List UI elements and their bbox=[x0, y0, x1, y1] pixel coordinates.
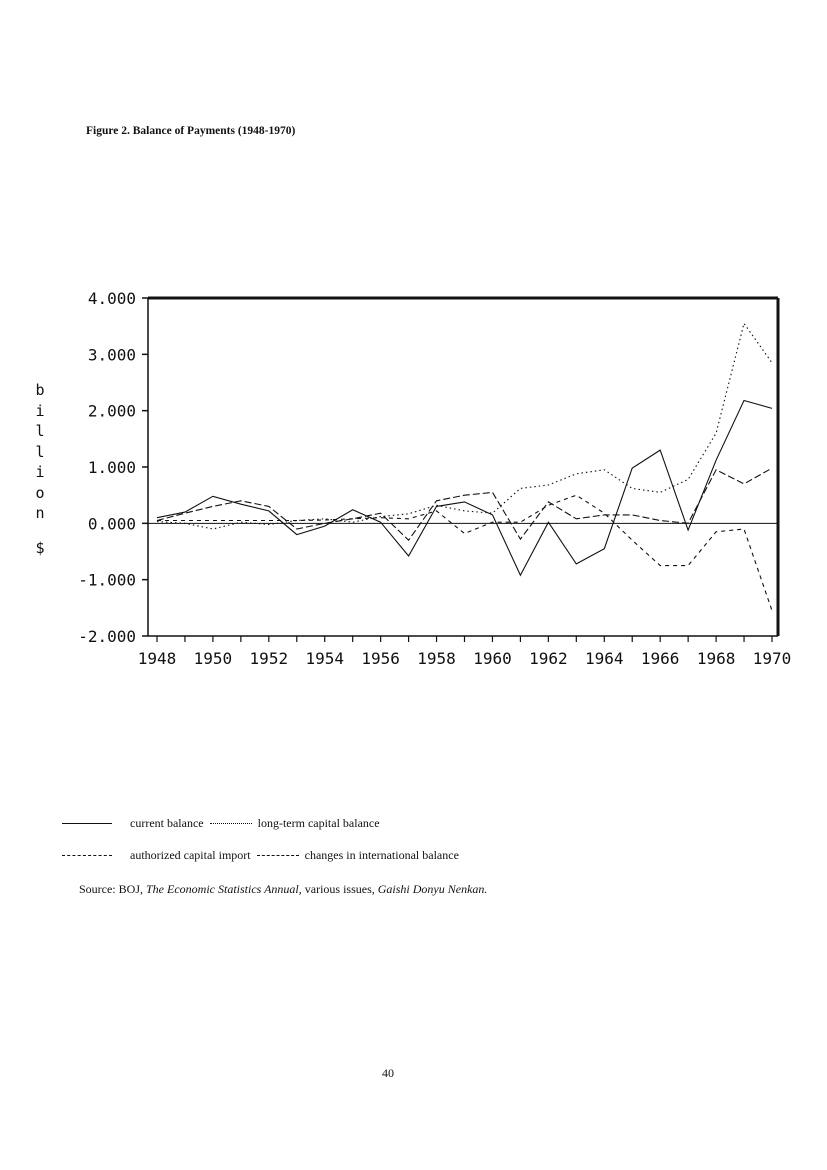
series-line-changes-in-international-balance bbox=[156, 467, 773, 542]
x-tick-label: 1956 bbox=[361, 649, 400, 668]
legend-swatch-long-term-capital bbox=[209, 823, 252, 824]
y-tick-label: 2.000 bbox=[88, 402, 136, 421]
source-middle: various issues, bbox=[304, 882, 375, 896]
page-number: 40 bbox=[382, 1066, 394, 1080]
x-tick-label: 1966 bbox=[641, 649, 680, 668]
axis-layer: 4.000 3.000 2.000 1.000 0.000 -1.000 -2.000194… bbox=[78, 289, 791, 668]
ylabel-letter: l bbox=[35, 442, 45, 461]
y-tick-label: 1.000 bbox=[88, 458, 136, 477]
legend-label-current-balance: current balance bbox=[130, 816, 204, 830]
legend-swatch-international-balance bbox=[256, 855, 299, 856]
series-line-current-balance bbox=[156, 399, 773, 577]
figure-title: Figure 2. Balance of Payments (1948-1970… bbox=[86, 125, 296, 137]
x-tick-label: 1962 bbox=[529, 649, 568, 668]
y-tick-label: -2.000 bbox=[78, 627, 136, 646]
ylabel-letter: o bbox=[35, 483, 45, 502]
legend-label-authorized-capital: authorized capital import bbox=[130, 848, 251, 862]
x-tick-label: 1960 bbox=[473, 649, 512, 668]
legend-swatch-current-balance bbox=[62, 823, 112, 824]
x-tick-label: 1964 bbox=[585, 649, 624, 668]
x-tick-label: 1958 bbox=[417, 649, 456, 668]
ylabel-letter: l bbox=[35, 422, 45, 440]
ylabel-letter: n bbox=[35, 504, 45, 522]
ylabel-letter: i bbox=[35, 463, 45, 481]
legend-label-international-balance: changes in international balance bbox=[304, 848, 459, 862]
legend-swatch-authorized-capital bbox=[62, 855, 112, 856]
balance-of-payments-chart: 4.000 3.000 2.000 1.000 0.000 -1.000 -2.000194… bbox=[78, 289, 791, 668]
x-tick-label: 1950 bbox=[194, 649, 233, 668]
legend-row-2: authorized capital import changes in int… bbox=[62, 848, 459, 863]
y-tick-label: -1.000 bbox=[78, 571, 136, 590]
source-title-2: Gaishi Donyu Nenkan. bbox=[377, 882, 488, 896]
x-tick-label: 1952 bbox=[250, 649, 289, 668]
legend-label-long-term-capital: long-term capital balance bbox=[257, 816, 380, 830]
ylabel-letter: b bbox=[35, 381, 45, 399]
source-note: Source: BOJ, The Economic Statistics Ann… bbox=[79, 882, 487, 897]
y-tick-label: 3.000 bbox=[88, 345, 136, 364]
x-tick-label: 1970 bbox=[753, 649, 792, 668]
x-tick-label: 1954 bbox=[305, 649, 344, 668]
x-tick-label: 1968 bbox=[697, 649, 736, 668]
y-tick-label: 0.000 bbox=[88, 514, 136, 533]
x-tick-label: 1948 bbox=[138, 649, 177, 668]
ylabel-unit: $ bbox=[35, 538, 45, 557]
series-layer bbox=[156, 322, 773, 611]
ylabel-letter: i bbox=[35, 401, 45, 420]
legend-row-1: current balance long-term capital balanc… bbox=[62, 816, 380, 831]
source-prefix: Source: BOJ, bbox=[79, 882, 143, 896]
y-axis-label: b i l l i o n $ bbox=[30, 380, 50, 558]
series-line-authorized-capital-import bbox=[157, 494, 773, 611]
y-tick-label: 4.000 bbox=[88, 289, 136, 308]
source-title-1: The Economic Statistics Annual, bbox=[146, 882, 302, 896]
series-line-long-term-capital-balance bbox=[156, 322, 773, 530]
plot-frame bbox=[147, 296, 780, 637]
